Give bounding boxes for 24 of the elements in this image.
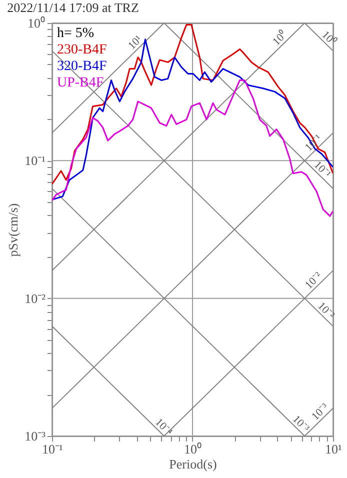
y-tick-label: 10⁻² [24,290,46,306]
annotation: 10⁻¹ [302,132,324,154]
annotation: 10⁻⁴ [152,416,175,438]
text: UP-B4F [57,76,104,90]
chart-title: 2022/11/14 17:09 at TRZ [7,0,139,15]
y-tick-label: 10⁰ [28,16,46,30]
annotation: 10⁻³ [290,413,312,436]
series-label: 230-B4F [57,42,107,58]
annotation: 10⁻¹ [311,159,333,180]
y-tick-label: 10⁻¹ [24,153,46,168]
x-axis-title: Period(s) [169,456,217,472]
x-tick-label: 10¹ [325,442,342,456]
x-tick-label: 10⁻¹ [42,442,64,456]
y-axis-title: pSv(cm/s) [6,203,21,257]
x-tick-label: 10⁰ [184,442,202,456]
annotation: h= 5% [57,26,94,41]
y-tick-label: 10⁻³ [24,428,46,444]
annotation: 10¹ [126,33,145,52]
annotation: 10⁻² [302,270,325,292]
series-label: 320-B4F [57,59,107,74]
annotation: 10⁰ [270,28,290,48]
annotation: 10⁻³ [310,400,332,423]
annotation: 10⁻² [315,300,338,322]
annotation: 10⁰ [319,28,339,48]
